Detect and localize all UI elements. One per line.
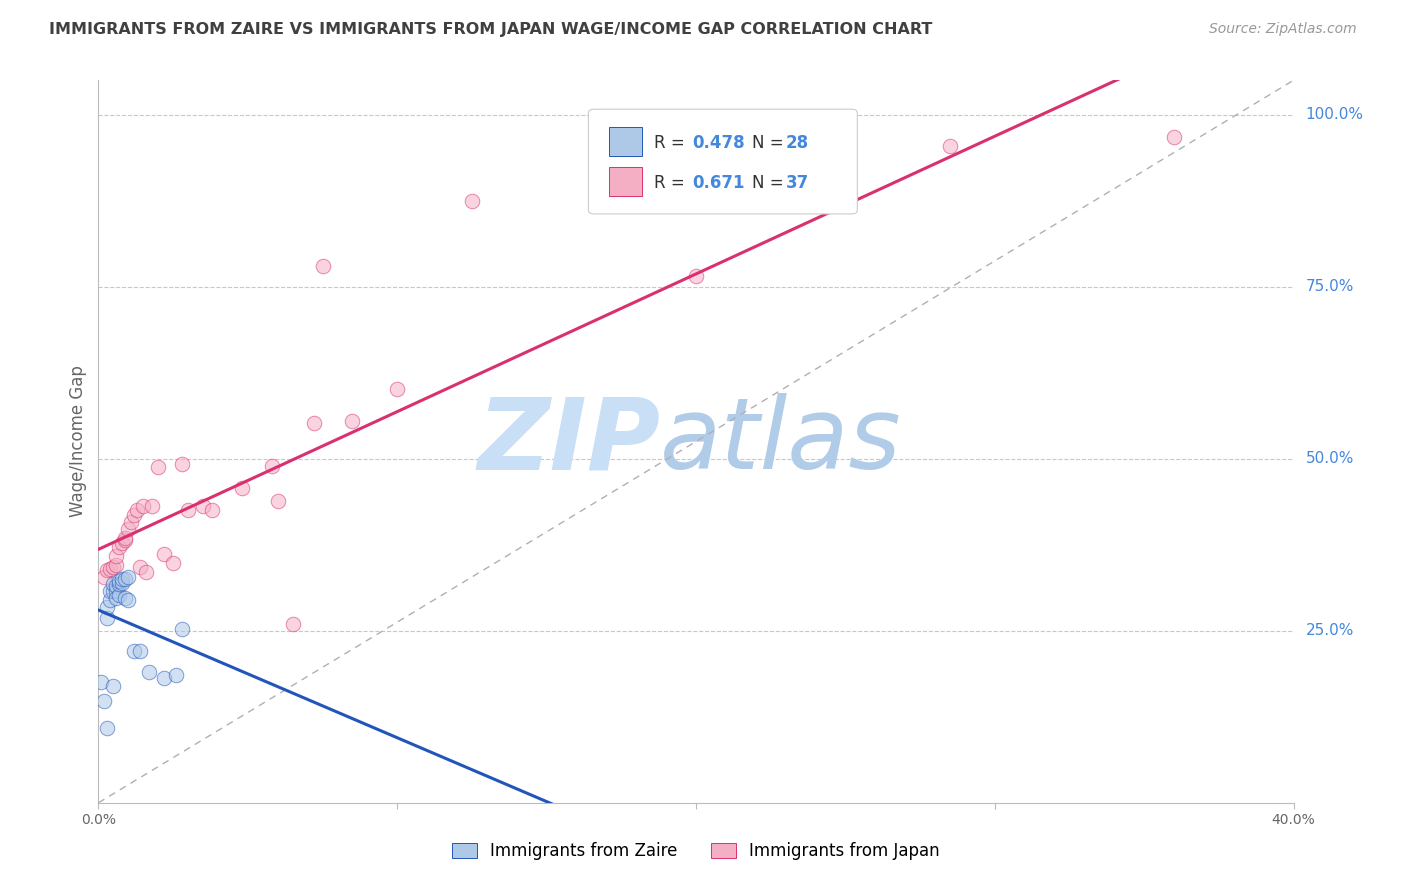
Point — [105, 583, 128, 598]
Text: N =: N = — [752, 174, 789, 192]
Point — [103, 679, 125, 693]
Text: R =: R = — [654, 135, 690, 153]
Point — [260, 458, 283, 473]
Point — [138, 665, 160, 679]
Text: 50.0%: 50.0% — [1306, 451, 1354, 467]
Point — [108, 577, 131, 591]
FancyBboxPatch shape — [609, 128, 643, 156]
Text: 28: 28 — [786, 135, 808, 153]
Point — [93, 694, 115, 708]
Point — [96, 563, 118, 577]
Point — [96, 611, 118, 625]
Point — [103, 577, 125, 591]
Point — [302, 416, 325, 430]
Point — [162, 557, 184, 571]
Point — [342, 414, 364, 428]
Point — [105, 549, 128, 564]
Point — [105, 558, 128, 573]
Text: 100.0%: 100.0% — [1306, 107, 1364, 122]
Point — [108, 574, 131, 589]
Point — [127, 503, 149, 517]
Point — [93, 570, 115, 584]
Point — [1163, 129, 1185, 144]
Point — [98, 592, 122, 607]
Point — [141, 499, 163, 513]
Point — [90, 675, 112, 690]
Point — [98, 583, 122, 598]
Point — [103, 560, 125, 574]
Text: 0.671: 0.671 — [692, 174, 745, 192]
Point — [153, 671, 176, 685]
Point — [165, 668, 187, 682]
Text: ZIP: ZIP — [477, 393, 661, 490]
Text: 37: 37 — [786, 174, 808, 192]
Point — [135, 566, 157, 580]
Text: 75.0%: 75.0% — [1306, 279, 1354, 294]
Point — [117, 592, 139, 607]
Point — [124, 644, 146, 658]
FancyBboxPatch shape — [609, 167, 643, 196]
Point — [114, 591, 136, 605]
Text: atlas: atlas — [661, 393, 901, 490]
Point — [267, 494, 290, 508]
Point — [132, 499, 155, 513]
FancyBboxPatch shape — [589, 109, 858, 214]
Point — [172, 623, 194, 637]
Point — [201, 503, 224, 517]
Point — [191, 499, 214, 513]
Point — [111, 575, 134, 590]
Point — [114, 572, 136, 586]
Point — [461, 194, 484, 208]
Point — [129, 560, 152, 574]
Text: R =: R = — [654, 174, 690, 192]
Point — [96, 599, 118, 614]
Point — [117, 522, 139, 536]
Point — [148, 460, 170, 475]
Text: N =: N = — [752, 135, 789, 153]
Point — [385, 382, 409, 396]
Y-axis label: Wage/Income Gap: Wage/Income Gap — [69, 366, 87, 517]
Point — [108, 540, 131, 554]
Point — [281, 616, 304, 631]
Point — [103, 583, 125, 598]
Point — [96, 722, 118, 736]
Point — [685, 269, 707, 284]
Point — [129, 644, 152, 658]
Text: Source: ZipAtlas.com: Source: ZipAtlas.com — [1209, 22, 1357, 37]
Point — [98, 562, 122, 576]
Point — [311, 259, 333, 273]
Point — [108, 588, 131, 602]
Text: 25.0%: 25.0% — [1306, 624, 1354, 639]
Point — [120, 515, 142, 529]
Point — [177, 503, 200, 517]
Text: 0.478: 0.478 — [692, 135, 745, 153]
Point — [111, 572, 134, 586]
Point — [153, 547, 176, 561]
Text: IMMIGRANTS FROM ZAIRE VS IMMIGRANTS FROM JAPAN WAGE/INCOME GAP CORRELATION CHART: IMMIGRANTS FROM ZAIRE VS IMMIGRANTS FROM… — [49, 22, 932, 37]
Point — [172, 457, 194, 471]
Point — [114, 531, 136, 545]
Point — [111, 535, 134, 549]
Point — [117, 570, 139, 584]
Point — [105, 591, 128, 605]
Point — [231, 481, 253, 495]
Legend: Immigrants from Zaire, Immigrants from Japan: Immigrants from Zaire, Immigrants from J… — [446, 836, 946, 867]
Point — [939, 138, 962, 153]
Point — [105, 579, 128, 593]
Point — [124, 508, 146, 523]
Point — [114, 533, 136, 547]
